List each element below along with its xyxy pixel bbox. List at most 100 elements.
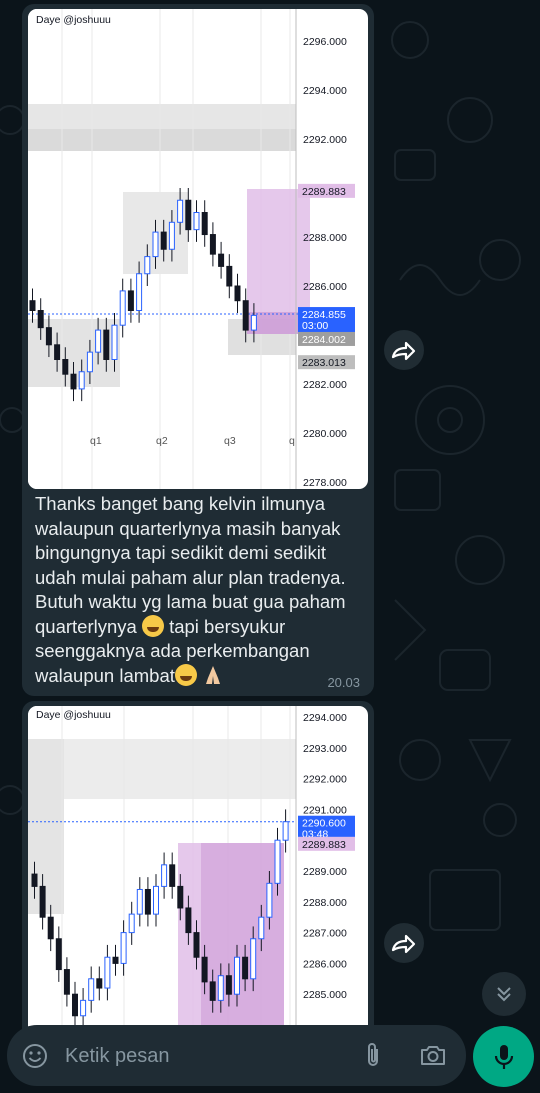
message-input[interactable] xyxy=(63,1038,347,1074)
emoji-icon xyxy=(23,1044,47,1068)
candle-body xyxy=(152,231,159,258)
candle-body xyxy=(112,956,119,964)
candle-body xyxy=(95,329,102,353)
candle-body xyxy=(258,916,265,940)
emoji-button[interactable] xyxy=(21,1042,49,1070)
price-tick-label: 2292.000 xyxy=(303,134,347,146)
praying-hands-emoji-icon xyxy=(206,665,221,684)
candle-body xyxy=(45,327,52,346)
chart-screenshot-image[interactable]: Daye @joshuuu 2294.000 2293.000 2292.000 22… xyxy=(28,706,368,1031)
candle-body xyxy=(234,956,240,995)
candle-body xyxy=(209,981,216,1001)
message-line: quarterlynya xyxy=(35,615,137,637)
candle-body xyxy=(55,938,62,971)
candle-body xyxy=(225,975,232,995)
candle-body xyxy=(104,956,111,989)
zone-band xyxy=(28,739,64,914)
grin-sweat-emoji-icon xyxy=(141,614,164,637)
candle-body xyxy=(193,212,200,231)
candle-body xyxy=(160,231,167,250)
candle-body xyxy=(282,821,289,841)
attach-button[interactable] xyxy=(359,1040,387,1070)
candle-body xyxy=(29,300,36,312)
price-badge xyxy=(298,355,355,370)
grin-sweat-emoji-icon xyxy=(174,663,197,686)
time-axis-label: q2 xyxy=(156,435,168,447)
message-line: walaupun quarterlynya masih banyak xyxy=(35,517,341,539)
candle-body xyxy=(274,839,281,884)
candle-body xyxy=(185,199,192,231)
target-price-badge-text: 2289.883 xyxy=(302,186,346,198)
candle-body xyxy=(70,373,77,390)
candle-body xyxy=(72,993,78,1017)
price-tick-label: 2286.000 xyxy=(303,958,347,970)
forward-icon xyxy=(391,934,416,954)
message-line: Thanks banget bang kelvin ilmunya xyxy=(35,493,326,514)
forward-icon xyxy=(391,341,416,361)
candle-body xyxy=(177,885,184,909)
forward-button[interactable] xyxy=(384,330,424,370)
message-line: Butuh waktu yg lama buat gua paham xyxy=(35,591,346,612)
price-tick-label: 2289.000 xyxy=(303,866,347,878)
chart-watermark: Daye @joshuuu xyxy=(36,14,111,26)
candle-body xyxy=(127,290,134,311)
candle-body xyxy=(217,975,224,1001)
candle-body xyxy=(209,234,216,255)
candle-body xyxy=(119,290,126,326)
purple-entry-zone xyxy=(247,312,310,334)
candle-body xyxy=(168,221,175,250)
message-bubble-image[interactable]: Daye @joshuuu 2294.000 2293.000 2292.000 22… xyxy=(22,701,374,1031)
candle-body xyxy=(80,999,87,1017)
target-price-badge xyxy=(298,183,355,198)
message-composer xyxy=(7,1025,466,1086)
candle-body xyxy=(78,371,85,390)
camera-icon xyxy=(421,1046,445,1065)
price-tick-label: 2292.000 xyxy=(303,774,347,786)
message-line: udah mulai paham alur plan tradenya. xyxy=(35,566,346,588)
candle-body xyxy=(201,212,208,236)
last-price-badge-text: 2284.855 xyxy=(302,309,346,321)
candle-body xyxy=(177,199,184,223)
price-tick-label: 2293.000 xyxy=(303,743,347,755)
candlestick-chart: Daye @joshuuu 2296.000 2294.000 2292.000 22… xyxy=(28,9,355,489)
forward-button[interactable] xyxy=(384,923,424,963)
camera-button[interactable] xyxy=(418,1041,448,1069)
chart-screenshot-image[interactable]: Daye @joshuuu 2296.000 2294.000 2292.000 22… xyxy=(28,9,368,489)
last-price-badge xyxy=(298,815,355,840)
zone-band xyxy=(28,129,296,151)
candle-body xyxy=(136,888,143,915)
time-axis-label: q3 xyxy=(224,435,236,447)
candle-body xyxy=(63,969,70,995)
price-tick-label: 2288.000 xyxy=(303,897,347,909)
message-timestamp: 20.03 xyxy=(327,675,360,690)
price-tick-label: 2280.000 xyxy=(303,428,347,440)
price-tick-label: 2282.000 xyxy=(303,379,347,391)
voice-message-button[interactable] xyxy=(473,1026,534,1087)
target-price-badge-text: 2289.883 xyxy=(302,839,346,851)
candle-body xyxy=(226,265,233,287)
price-tick-label: 2278.000 xyxy=(303,477,347,489)
candle-body xyxy=(185,907,192,934)
candle-body xyxy=(193,932,200,958)
candle-body xyxy=(242,300,249,331)
price-tick-label: 2291.000 xyxy=(303,804,347,816)
candle-body xyxy=(111,324,118,361)
candle-body xyxy=(96,978,103,989)
candlestick-chart: Daye @joshuuu 2294.000 2293.000 2292.000 22… xyxy=(28,706,355,1031)
time-axis-label: q1 xyxy=(90,435,102,447)
candle-body xyxy=(31,873,38,887)
time-axis-label: q xyxy=(289,435,295,447)
price-badge-text: 2284.002 xyxy=(302,334,346,346)
price-badge xyxy=(298,331,355,346)
scroll-to-bottom-button[interactable] xyxy=(482,972,526,1016)
last-price-badge-text: 03:00 xyxy=(302,320,328,332)
message-bubble-image-text[interactable]: Daye @joshuuu 2296.000 2294.000 2292.000 22… xyxy=(22,4,374,696)
candle-body xyxy=(201,956,208,983)
microphone-icon xyxy=(494,1044,513,1069)
candle-body xyxy=(86,351,93,373)
paperclip-icon xyxy=(368,1043,378,1066)
candle-body xyxy=(161,864,168,887)
message-text: Thanks banget bang kelvin ilmunya walaup… xyxy=(35,492,365,688)
price-tick-label: 2294.000 xyxy=(303,85,347,97)
